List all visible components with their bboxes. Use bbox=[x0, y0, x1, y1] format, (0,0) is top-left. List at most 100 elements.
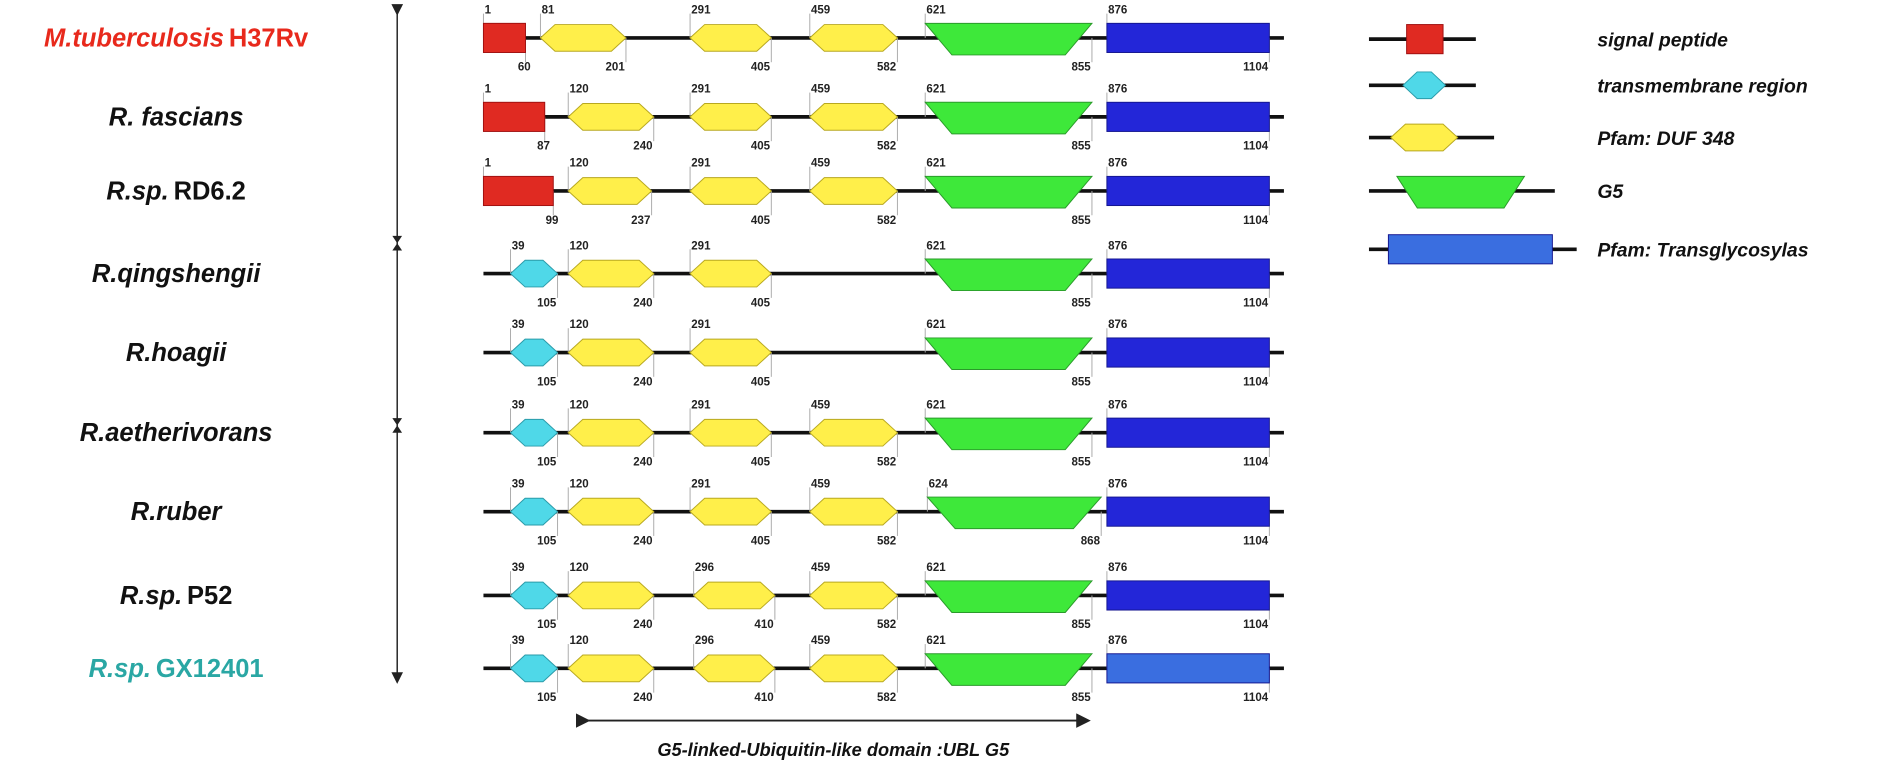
end-label: 1104 bbox=[1243, 619, 1269, 631]
end-label: 855 bbox=[1072, 215, 1092, 227]
start-label: 621 bbox=[926, 562, 946, 574]
g5-domain bbox=[924, 580, 1093, 613]
end-label: 240 bbox=[633, 535, 652, 547]
g5-domain bbox=[924, 258, 1093, 292]
end-label: 201 bbox=[606, 62, 626, 74]
start-label: 876 bbox=[1108, 5, 1127, 17]
end-label: 855 bbox=[1072, 62, 1092, 74]
end-label: 405 bbox=[751, 215, 771, 227]
start-label: 621 bbox=[926, 319, 946, 331]
tm-domain bbox=[509, 338, 559, 367]
start-label: 81 bbox=[542, 5, 555, 17]
end-label: 1104 bbox=[1243, 535, 1269, 547]
tm-domain bbox=[1402, 71, 1447, 100]
name-italic: R.ruber bbox=[131, 498, 224, 526]
duf-domain bbox=[689, 103, 773, 131]
end-label: 582 bbox=[877, 535, 896, 547]
end-label: 105 bbox=[537, 376, 557, 388]
name-italic: R.aetherivorans bbox=[80, 419, 273, 447]
tm-domain bbox=[509, 418, 559, 447]
start-label: 120 bbox=[569, 478, 588, 490]
duf-domain bbox=[1390, 123, 1459, 152]
end-label: 855 bbox=[1072, 297, 1092, 309]
end-label: 868 bbox=[1081, 535, 1101, 547]
duf-domain bbox=[689, 259, 773, 288]
species-name: R.sp. P52 bbox=[120, 582, 233, 610]
name-italic: R.sp. bbox=[120, 582, 182, 610]
species-name: R.sp. RD6.2 bbox=[106, 177, 245, 205]
trans-domain bbox=[1106, 496, 1270, 527]
end-label: 240 bbox=[633, 619, 652, 631]
start-label: 39 bbox=[512, 635, 525, 647]
duf-domain bbox=[809, 24, 899, 52]
end-label: 1104 bbox=[1243, 456, 1269, 468]
start-label: 621 bbox=[926, 84, 946, 96]
start-label: 876 bbox=[1108, 635, 1127, 647]
end-label: 405 bbox=[751, 297, 771, 309]
species-name: R.aetherivorans bbox=[80, 419, 273, 447]
end-label: 240 bbox=[633, 456, 652, 468]
duf-domain bbox=[567, 338, 655, 367]
end-label: 87 bbox=[537, 141, 550, 153]
start-label: 1 bbox=[485, 5, 492, 17]
species-name: R.hoagii bbox=[126, 339, 227, 367]
duf-domain bbox=[567, 259, 655, 288]
end-label: 99 bbox=[546, 215, 559, 227]
end-label: 1104 bbox=[1243, 141, 1269, 153]
end-label: 105 bbox=[537, 297, 557, 309]
start-label: 39 bbox=[512, 319, 525, 331]
legend-label: Pfam: DUF 348 bbox=[1597, 128, 1734, 150]
trans-domain bbox=[1106, 258, 1270, 289]
duf-domain bbox=[539, 24, 627, 52]
g5-domain bbox=[924, 175, 1093, 209]
split-marker bbox=[392, 235, 403, 251]
g5-domain bbox=[924, 22, 1093, 56]
start-label: 459 bbox=[811, 478, 830, 490]
duf-domain bbox=[567, 418, 655, 447]
start-label: 459 bbox=[811, 5, 830, 17]
trans-domain bbox=[1106, 653, 1270, 684]
legend-label: Pfam: Transglycosylas bbox=[1597, 240, 1808, 262]
start-label: 291 bbox=[691, 399, 711, 411]
start-label: 291 bbox=[691, 319, 711, 331]
start-label: 876 bbox=[1108, 478, 1127, 490]
signal-domain bbox=[482, 101, 546, 132]
start-label: 876 bbox=[1108, 158, 1127, 170]
duf-domain bbox=[689, 24, 773, 52]
footer-label: G5-linked-Ubiquitin-like domain :UBL G5 bbox=[657, 740, 1010, 760]
start-label: 459 bbox=[811, 399, 830, 411]
duf-domain bbox=[567, 654, 655, 683]
end-label: 105 bbox=[537, 619, 557, 631]
start-label: 876 bbox=[1108, 399, 1127, 411]
species-name: R.ruber bbox=[131, 498, 224, 526]
tm-domain bbox=[509, 581, 559, 610]
end-label: 855 bbox=[1072, 376, 1092, 388]
start-label: 291 bbox=[691, 5, 711, 17]
end-label: 1104 bbox=[1243, 62, 1269, 74]
end-label: 405 bbox=[751, 376, 771, 388]
tm-domain bbox=[509, 497, 559, 526]
start-label: 291 bbox=[691, 84, 711, 96]
duf-domain bbox=[689, 497, 773, 526]
end-label: 1104 bbox=[1243, 692, 1269, 704]
name-plain: GX12401 bbox=[156, 655, 264, 683]
duf-domain bbox=[689, 177, 773, 205]
start-label: 459 bbox=[811, 562, 830, 574]
end-label: 240 bbox=[633, 376, 652, 388]
start-label: 621 bbox=[926, 635, 946, 647]
end-label: 240 bbox=[633, 297, 652, 309]
end-label: 855 bbox=[1072, 141, 1092, 153]
name-plain: H37Rv bbox=[229, 24, 309, 52]
trans-domain bbox=[1106, 417, 1270, 448]
species-name: R. fascians bbox=[109, 103, 244, 131]
duf-domain bbox=[567, 103, 655, 131]
g5-domain bbox=[924, 337, 1093, 371]
g5-domain bbox=[926, 496, 1103, 530]
start-label: 876 bbox=[1108, 84, 1127, 96]
tm-domain bbox=[509, 654, 559, 683]
start-label: 459 bbox=[811, 158, 830, 170]
name-italic: R.hoagii bbox=[126, 339, 227, 367]
end-label: 240 bbox=[633, 692, 652, 704]
trans-domain bbox=[1106, 337, 1270, 368]
name-italic: R.sp. bbox=[106, 177, 168, 205]
